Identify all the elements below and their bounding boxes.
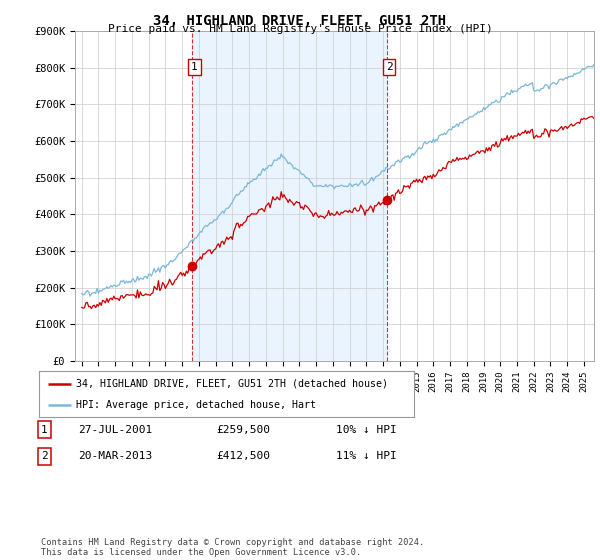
Text: 2: 2 <box>386 62 392 72</box>
Text: 11% ↓ HPI: 11% ↓ HPI <box>336 451 397 461</box>
Text: 1: 1 <box>41 424 47 435</box>
Text: Price paid vs. HM Land Registry's House Price Index (HPI): Price paid vs. HM Land Registry's House … <box>107 24 493 34</box>
Text: 1: 1 <box>191 62 198 72</box>
Text: £259,500: £259,500 <box>216 424 270 435</box>
Text: £412,500: £412,500 <box>216 451 270 461</box>
Text: 20-MAR-2013: 20-MAR-2013 <box>78 451 152 461</box>
Text: Contains HM Land Registry data © Crown copyright and database right 2024.
This d: Contains HM Land Registry data © Crown c… <box>41 538 424 557</box>
Bar <box>192 31 387 361</box>
Text: 34, HIGHLAND DRIVE, FLEET, GU51 2TH: 34, HIGHLAND DRIVE, FLEET, GU51 2TH <box>154 14 446 28</box>
Text: HPI: Average price, detached house, Hart: HPI: Average price, detached house, Hart <box>77 400 317 410</box>
Text: 34, HIGHLAND DRIVE, FLEET, GU51 2TH (detached house): 34, HIGHLAND DRIVE, FLEET, GU51 2TH (det… <box>77 379 389 389</box>
Text: 27-JUL-2001: 27-JUL-2001 <box>78 424 152 435</box>
Text: 2: 2 <box>41 451 47 461</box>
Text: 10% ↓ HPI: 10% ↓ HPI <box>336 424 397 435</box>
